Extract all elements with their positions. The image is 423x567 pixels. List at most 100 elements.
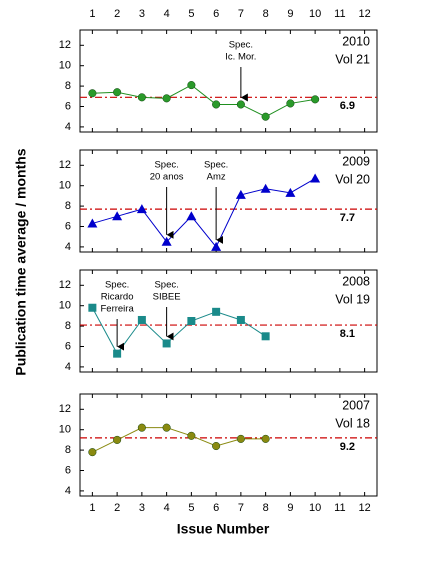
x-tick-label: 2: [114, 502, 120, 514]
y-tick-label: 4: [65, 361, 71, 373]
x-tick-label: 6: [213, 8, 219, 20]
data-point: [112, 211, 123, 221]
x-tick-label: 5: [188, 8, 194, 20]
year-label: 2009: [342, 154, 370, 168]
annotation-text: Spec.: [105, 280, 129, 291]
x-tick-label: 3: [139, 502, 145, 514]
year-label: 2007: [342, 398, 370, 412]
x-tick-label: 1: [89, 8, 95, 20]
data-point: [310, 173, 321, 183]
data-point: [260, 183, 271, 193]
data-point: [261, 332, 270, 341]
y-tick-label: 10: [59, 60, 71, 72]
y-tick-label: 8: [65, 444, 71, 456]
data-point: [236, 100, 245, 109]
annotation-text: Spec.: [204, 160, 228, 171]
y-tick-label: 8: [65, 320, 71, 332]
data-point: [212, 307, 221, 316]
data-point: [311, 95, 320, 104]
y-tick-label: 6: [65, 340, 71, 352]
year-label: 2010: [342, 34, 370, 48]
year-label: 2008: [342, 274, 370, 288]
panel-frame: [79, 393, 378, 497]
y-tick-label: 8: [65, 80, 71, 92]
y-tick-label: 4: [65, 485, 71, 497]
data-point: [88, 303, 97, 312]
annotation-text: Spec.: [154, 160, 178, 171]
data-point: [236, 434, 245, 443]
annotation-text: Amz: [207, 172, 226, 183]
x-tick-label: 7: [238, 502, 244, 514]
x-tick-label: 3: [139, 8, 145, 20]
data-point: [113, 435, 122, 444]
data-point: [113, 88, 122, 97]
annotation-text: Ferreira: [100, 304, 134, 315]
data-point: [211, 241, 222, 251]
data-line: [92, 178, 316, 248]
data-point: [186, 211, 197, 221]
annotation-text: 20 anos: [150, 172, 184, 183]
panel-frame: [79, 149, 378, 253]
x-axis-title: Issue Number: [177, 521, 270, 537]
y-tick-label: 12: [59, 159, 71, 171]
y-tick-label: 10: [59, 424, 71, 436]
y-tick-label: 12: [59, 279, 71, 291]
x-tick-label: 9: [287, 8, 293, 20]
volume-label: Vol 19: [335, 292, 370, 306]
data-point: [137, 93, 146, 102]
volume-label: Vol 20: [335, 172, 370, 186]
y-tick-label: 6: [65, 220, 71, 232]
data-point: [137, 315, 146, 324]
x-tick-label: 8: [263, 502, 269, 514]
data-point: [88, 89, 97, 98]
average-label: 9.2: [340, 441, 355, 453]
data-point: [236, 315, 245, 324]
data-line: [91, 307, 266, 355]
data-point: [88, 448, 97, 457]
y-tick-label: 6: [65, 464, 71, 476]
data-point: [162, 423, 171, 432]
annotation-text: Spec.: [229, 40, 253, 51]
data-point: [87, 218, 98, 228]
y-tick-label: 12: [59, 403, 71, 415]
data-point: [261, 112, 270, 121]
x-tick-label: 1: [89, 502, 95, 514]
x-tick-label: 9: [287, 502, 293, 514]
x-tick-label: 4: [164, 502, 170, 514]
y-tick-label: 12: [59, 39, 71, 51]
data-point: [162, 94, 171, 103]
x-tick-label: 11: [334, 502, 345, 514]
data-point: [187, 431, 196, 440]
x-tick-label: 10: [309, 8, 321, 20]
volume-label: Vol 18: [335, 416, 370, 430]
data-point: [187, 81, 196, 90]
data-point: [212, 441, 221, 451]
x-tick-label: 8: [263, 8, 269, 20]
annotation-text: Ic. Mor.: [225, 52, 256, 63]
volume-label: Vol 21: [335, 52, 370, 66]
average-label: 8.1: [340, 328, 355, 340]
data-point: [136, 204, 147, 214]
data-point: [261, 434, 270, 443]
x-tick-label: 12: [359, 8, 371, 20]
y-tick-label: 4: [65, 241, 71, 253]
x-tick-label: 2: [114, 8, 120, 20]
x-tick-label: 11: [334, 8, 345, 20]
panel-frame: [79, 29, 378, 133]
y-tick-label: 10: [59, 300, 71, 312]
y-tick-label: 10: [59, 180, 71, 192]
data-point: [113, 349, 122, 358]
data-point: [286, 99, 295, 108]
x-tick-label: 10: [309, 502, 321, 514]
data-line: [92, 84, 316, 118]
y-tick-label: 4: [65, 121, 71, 133]
x-tick-label: 4: [164, 8, 170, 20]
y-tick-label: 6: [65, 100, 71, 112]
annotation-text: SIBEE: [153, 292, 181, 303]
x-tick-label: 6: [213, 502, 219, 514]
annotation-text: Ricardo: [101, 292, 134, 303]
data-point: [235, 189, 246, 199]
y-tick-label: 8: [65, 200, 71, 212]
data-point: [187, 317, 196, 325]
